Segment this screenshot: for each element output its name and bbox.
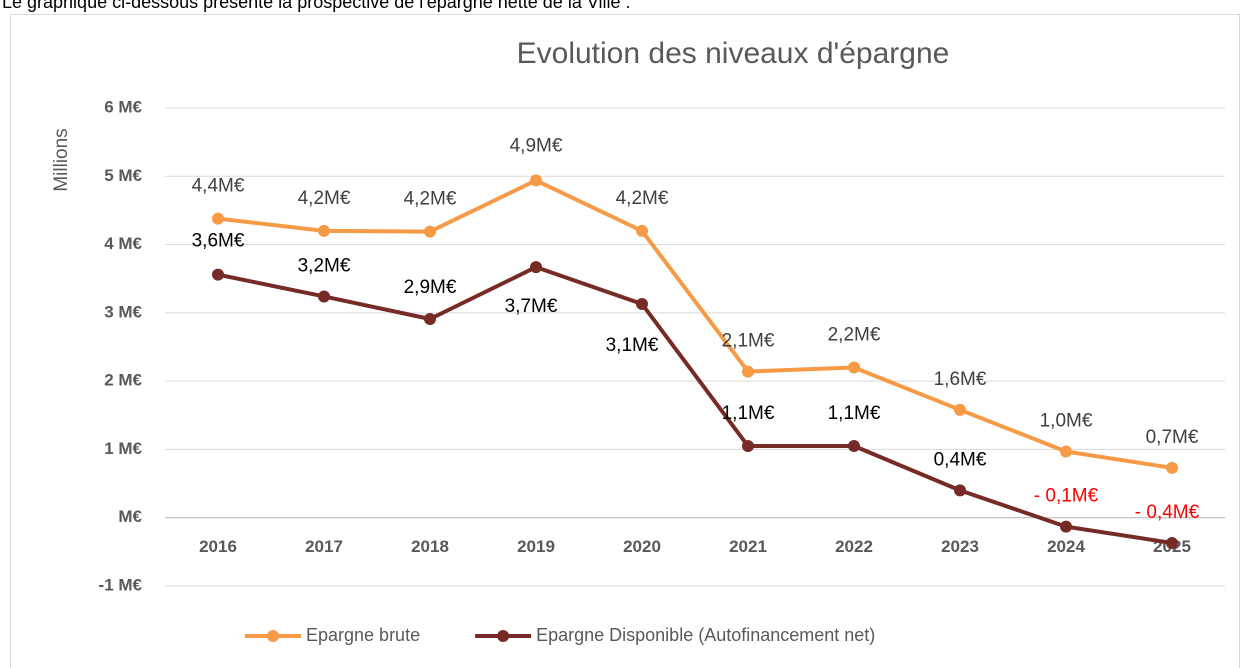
data-point (530, 261, 542, 274)
data-point (212, 212, 224, 225)
data-point (848, 440, 860, 453)
data-label: 2,2M€ (828, 325, 881, 346)
legend-label: Epargne Disponible (Autofinancement net) (536, 625, 875, 645)
data-point (954, 403, 966, 416)
data-label: 3,6M€ (192, 231, 245, 252)
data-label: - 0,4M€ (1135, 502, 1200, 523)
data-point (742, 440, 754, 453)
data-label: 0,4M€ (934, 449, 987, 470)
legend-marker (497, 630, 510, 642)
data-point (424, 313, 436, 326)
data-point (318, 290, 330, 303)
chart-title: Evolution des niveaux d'épargne (517, 37, 950, 70)
data-label: 2,1M€ (722, 331, 775, 352)
data-label: 4,9M€ (510, 135, 563, 156)
data-point (1166, 536, 1178, 549)
data-label: 1,1M€ (828, 403, 881, 424)
y-tick-label: 5 M€ (104, 166, 142, 185)
y-tick-label: -1 M€ (99, 575, 143, 594)
data-label: 3,2M€ (298, 255, 351, 276)
y-tick-label: 4 M€ (104, 234, 142, 253)
data-point (954, 484, 966, 497)
y-tick-label: 3 M€ (104, 302, 142, 321)
data-label: 1,1M€ (722, 403, 775, 424)
x-tick-label: 2016 (199, 537, 237, 556)
data-label: 4,2M€ (404, 189, 457, 210)
data-point (530, 174, 542, 187)
data-point (1060, 445, 1072, 458)
data-label: 1,0M€ (1040, 410, 1093, 431)
x-tick-label: 2017 (305, 537, 343, 556)
data-label: 4,2M€ (616, 188, 669, 209)
y-tick-label: 1 M€ (104, 439, 142, 458)
data-label: 0,7M€ (1146, 427, 1199, 448)
x-tick-label: 2019 (517, 537, 555, 556)
chart-frame (10, 14, 1240, 668)
data-label: - 0,1M€ (1034, 486, 1099, 507)
x-tick-label: 2024 (1047, 537, 1085, 556)
series-line (217, 265, 1173, 545)
data-label: 1,6M€ (934, 369, 987, 390)
y-tick-label: 2 M€ (104, 371, 142, 390)
legend-label: Epargne brute (306, 625, 420, 645)
x-tick-label: 2023 (941, 537, 979, 556)
data-point (1060, 520, 1072, 533)
data-label: 4,2M€ (298, 188, 351, 209)
data-point (424, 225, 436, 238)
data-label: 2,9M€ (404, 277, 457, 298)
data-label: 3,1M€ (606, 335, 659, 356)
data-point (742, 365, 754, 378)
x-tick-label: 2020 (623, 537, 661, 556)
data-point (212, 268, 224, 281)
legend-marker (267, 630, 279, 642)
series-line (217, 178, 1173, 470)
data-point (1166, 461, 1178, 474)
x-tick-label: 2022 (835, 537, 873, 556)
y-tick-label: 6 M€ (104, 97, 142, 116)
data-label: 3,7M€ (505, 296, 558, 317)
y-tick-label: M€ (118, 507, 142, 526)
data-point (848, 361, 860, 374)
data-point (636, 297, 648, 310)
data-point (318, 224, 330, 237)
data-point (636, 224, 648, 237)
x-tick-label: 2021 (729, 537, 767, 556)
x-tick-label: 2018 (411, 537, 449, 556)
intro-text: Le graphique ci-dessous présente la pros… (2, 0, 631, 12)
data-label: 4,4M€ (192, 176, 245, 197)
y-axis-label: Millions (51, 128, 72, 191)
